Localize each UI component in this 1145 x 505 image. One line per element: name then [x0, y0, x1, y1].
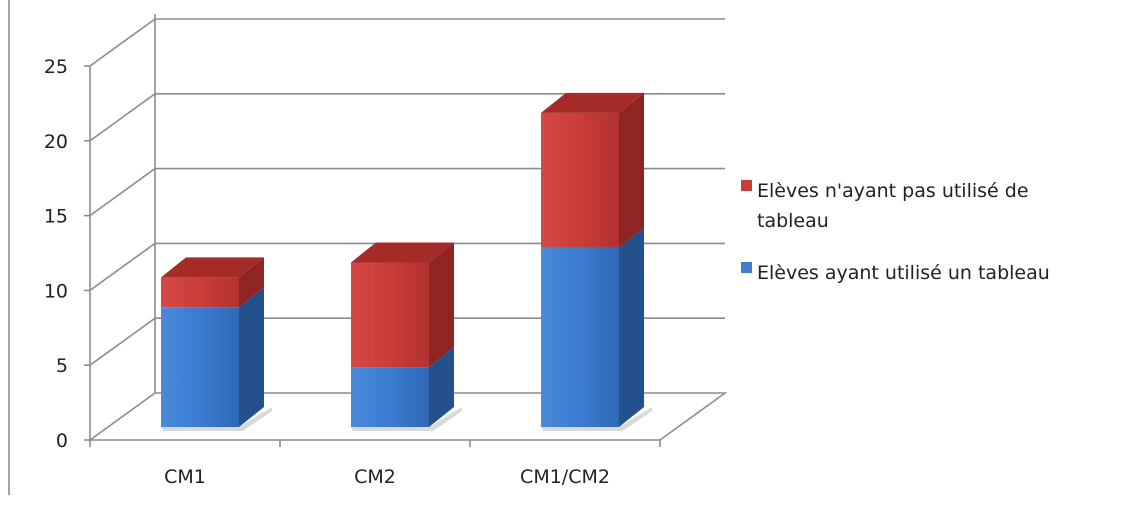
bar-cm1-cm2-series-2-side	[619, 92, 644, 248]
legend-entry-1: Elèves n'ayant pas utilisé de tableau	[741, 180, 1029, 232]
legend-label: Elèves n'ayant pas utilisé de	[757, 180, 1029, 202]
legend-swatch	[741, 262, 752, 273]
bar-cm2-series-2-front	[351, 262, 429, 368]
bar-cm1-series-1-front	[161, 307, 239, 427]
legend-entry-2: Elèves ayant utilisé un tableau	[741, 262, 1050, 284]
legend-label: tableau	[757, 210, 829, 232]
bar-shadow	[161, 407, 272, 431]
x-category-label: CM1/CM2	[520, 466, 610, 488]
bar-shadow	[351, 407, 462, 431]
bar-cm1-cm2-series-2-top	[541, 92, 644, 113]
y-tick-label: 15	[44, 206, 68, 228]
bar-shadow	[541, 407, 652, 431]
y-tick-label: 0	[56, 430, 68, 452]
bar-cm1-cm2-series-2-front	[541, 112, 619, 248]
bar-cm2-series-2-top	[351, 242, 454, 263]
legend-label: Elèves ayant utilisé un tableau	[757, 262, 1050, 284]
y-tick-label: 5	[56, 355, 68, 377]
bar-group-cm2	[351, 242, 462, 431]
bar-cm1-series-2-top	[161, 257, 264, 278]
x-category-label: CM2	[354, 466, 396, 488]
bar-cm1-cm2-series-1-side	[619, 227, 644, 427]
y-tick-label: 10	[44, 280, 68, 302]
bar-group-cm1-cm2	[541, 92, 652, 431]
bar-cm1-series-2-front	[161, 277, 239, 308]
y-tick-label: 20	[44, 131, 68, 153]
legend-swatch	[741, 180, 752, 191]
bar-cm1-series-1-side	[239, 287, 264, 427]
bar-cm2-series-1-side	[429, 347, 454, 427]
bar-cm1-series-2-side	[239, 257, 264, 308]
bar-cm2-series-2-side	[429, 242, 454, 368]
gridline	[89, 18, 725, 67]
bar-cm1-cm2-series-1-front	[541, 247, 619, 427]
bar-group-cm1	[161, 257, 272, 431]
bar-cm2-series-1-front	[351, 367, 429, 427]
x-category-label: CM1	[164, 466, 206, 488]
y-tick-label: 25	[44, 56, 68, 78]
